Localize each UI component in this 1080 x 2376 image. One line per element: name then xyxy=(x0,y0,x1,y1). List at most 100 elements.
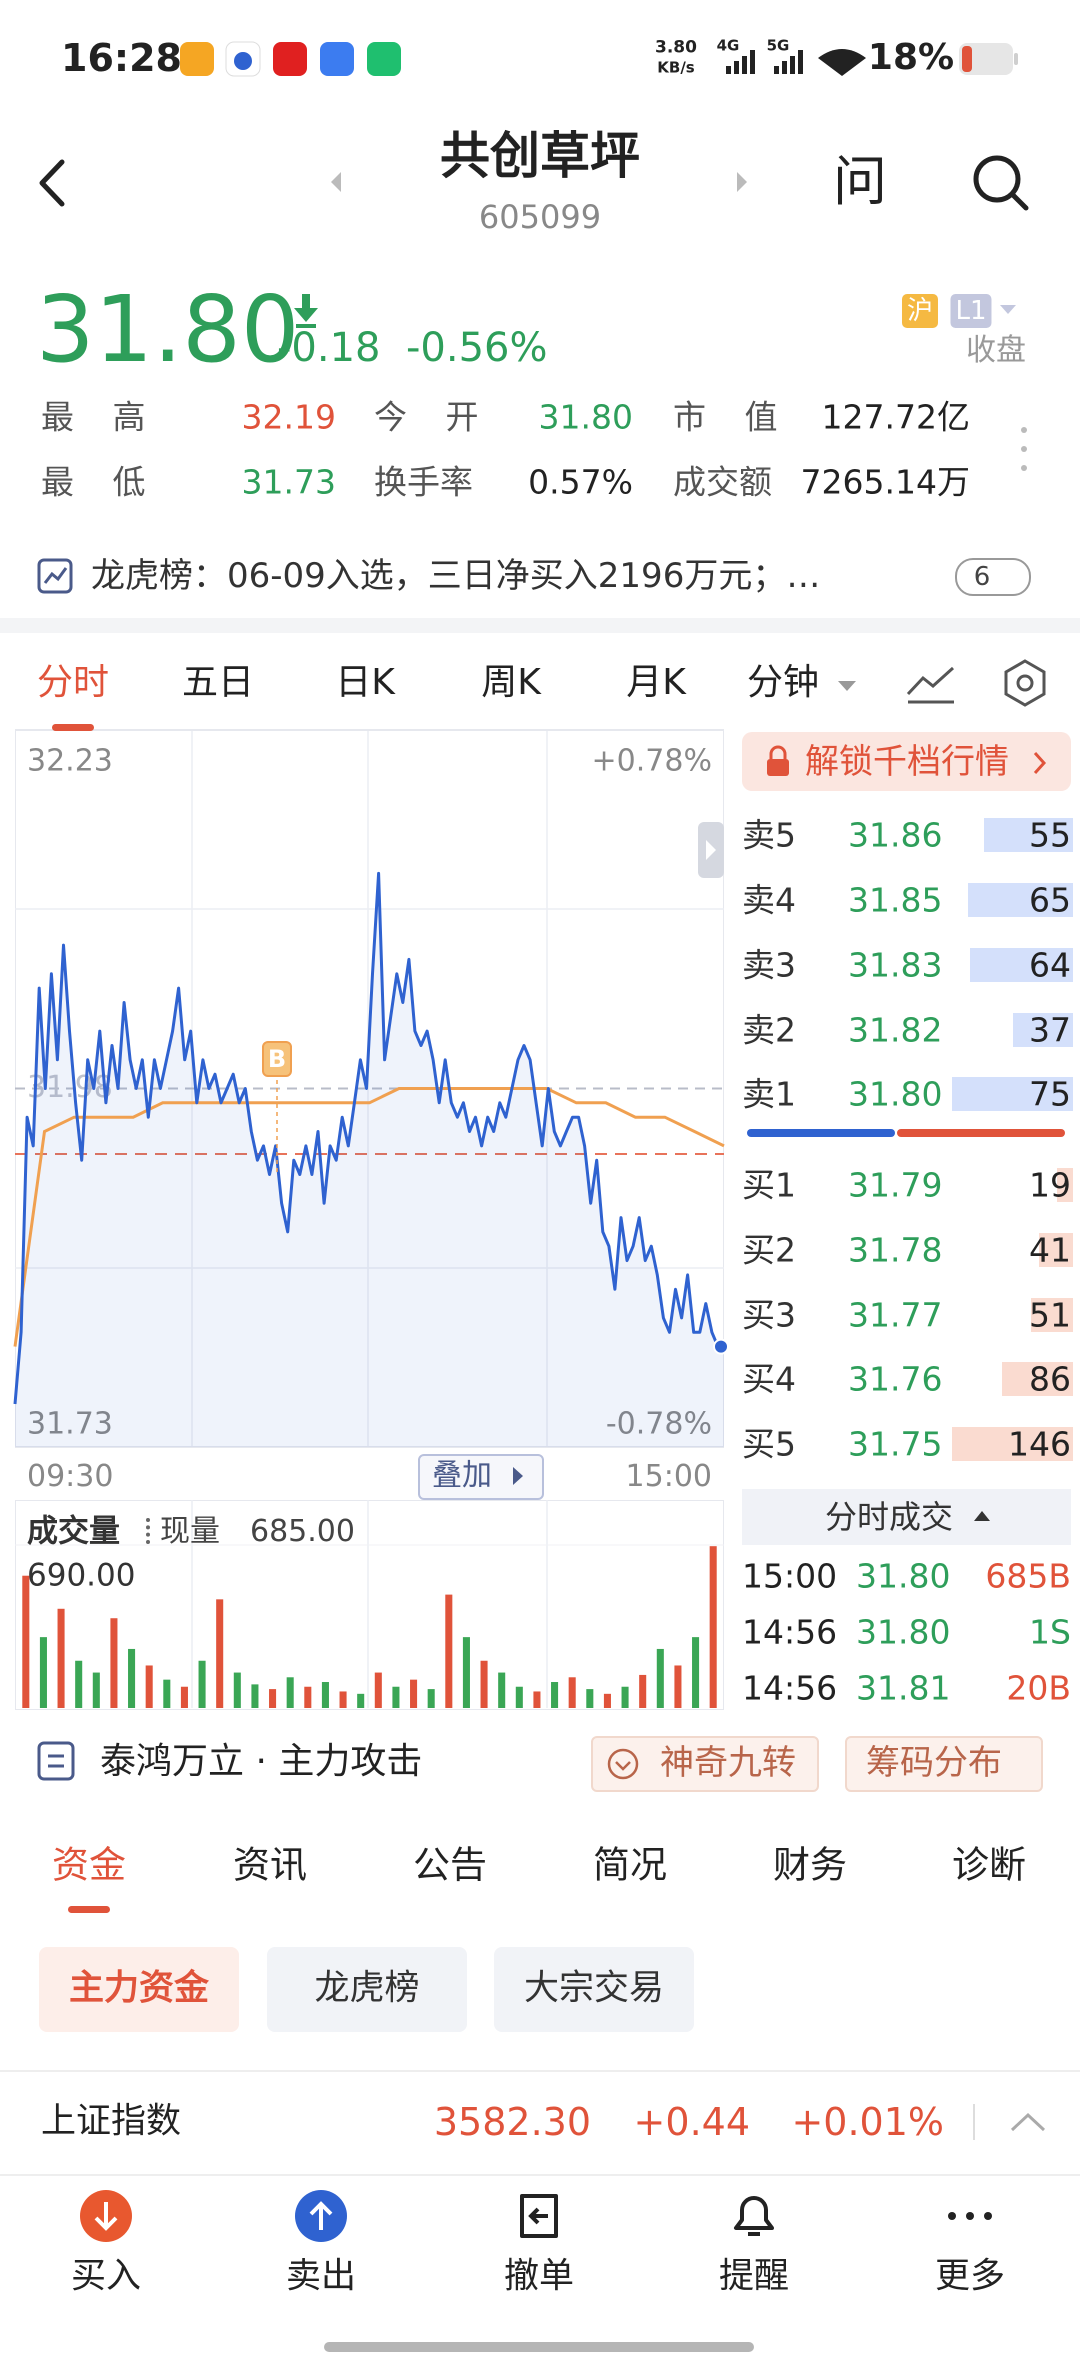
book-price: 31.76 xyxy=(848,1359,943,1399)
search-button[interactable] xyxy=(970,152,1032,214)
net-speed: 3.80 xyxy=(655,37,697,58)
strategy-button-label: 神奇九转 xyxy=(660,1743,796,1783)
volume-bar xyxy=(586,1689,594,1708)
trades-header[interactable] xyxy=(742,1489,1071,1545)
stock-name: 共创草坪 xyxy=(440,127,640,185)
info-tab[interactable]: 财务 xyxy=(773,1843,847,1887)
chart-tab[interactable]: 分时 xyxy=(36,662,110,703)
book-label: 买3 xyxy=(742,1295,796,1335)
book-label: 卖1 xyxy=(742,1074,796,1114)
info-tab[interactable]: 公告 xyxy=(413,1843,487,1887)
nav-label[interactable]: 卖出 xyxy=(285,2256,357,2297)
trade-volume: 20B xyxy=(1006,1668,1071,1708)
chart-tab[interactable]: 五日 xyxy=(181,662,255,703)
y-tick-label: 32.23 xyxy=(27,744,113,779)
volume-bar xyxy=(674,1665,682,1708)
price-area xyxy=(15,873,724,1447)
info-tab[interactable]: 诊断 xyxy=(952,1843,1026,1887)
depth-bar xyxy=(1039,1233,1073,1267)
book-volume: 86 xyxy=(1029,1359,1071,1399)
trades-title: 分时成交 xyxy=(824,1498,954,1536)
trade-volume: 1S xyxy=(1029,1612,1071,1652)
stat-label: 市 值 xyxy=(673,397,778,437)
last-price: 31.80 xyxy=(36,276,300,383)
nav-label[interactable]: 撤单 xyxy=(503,2256,575,2297)
trade-price: 31.81 xyxy=(856,1668,951,1708)
chart-tab[interactable]: 周K xyxy=(481,662,541,703)
lock-icon xyxy=(767,745,789,776)
unlock-chevron xyxy=(1033,751,1047,775)
y2-tick-label: -0.78% xyxy=(606,1407,712,1442)
volume-bar xyxy=(339,1691,347,1708)
volume-bar xyxy=(269,1689,277,1708)
book-volume: 65 xyxy=(1029,880,1071,920)
unlock-button[interactable] xyxy=(742,732,1071,791)
volume-bar xyxy=(57,1608,65,1708)
stat-value: 127.72亿 xyxy=(821,397,970,437)
book-price: 31.79 xyxy=(848,1165,943,1205)
x-tick-label: 09:30 xyxy=(27,1459,114,1494)
divider xyxy=(0,2174,1080,2176)
battery-text: 18% xyxy=(867,37,955,78)
info-tab[interactable]: 资金 xyxy=(52,1843,126,1887)
book-volume: 51 xyxy=(1029,1295,1071,1335)
nav-label[interactable]: 更多 xyxy=(934,2256,1006,2297)
trade-volume: 685B xyxy=(985,1556,1071,1596)
overlay-button[interactable] xyxy=(418,1454,544,1500)
y-tick-label: 31.98 xyxy=(27,1070,113,1105)
chart-tab[interactable]: 日K xyxy=(335,662,395,703)
book-price: 31.75 xyxy=(848,1424,943,1464)
prev-stock-arrow[interactable] xyxy=(328,170,344,194)
index-name: 上证指数 xyxy=(41,2101,182,2142)
level-dropdown[interactable] xyxy=(998,302,1018,318)
trade-price: 31.80 xyxy=(856,1612,951,1652)
index-value: 3582.30 xyxy=(433,2100,591,2144)
indicator-icon[interactable] xyxy=(905,660,957,706)
volume-bar xyxy=(321,1682,329,1708)
info-tab[interactable]: 资讯 xyxy=(233,1843,307,1887)
strategy-button[interactable] xyxy=(845,1736,1043,1792)
more-dots[interactable] xyxy=(1018,424,1030,474)
trade-time: 15:00 xyxy=(742,1556,838,1596)
back-button[interactable] xyxy=(32,158,72,208)
section-divider xyxy=(0,618,1080,633)
divider xyxy=(973,2104,975,2140)
index-collapse[interactable] xyxy=(1008,2110,1048,2134)
nav-label[interactable]: 买入 xyxy=(70,2256,142,2297)
volume-title: 成交量 xyxy=(27,1513,120,1550)
sub-tab[interactable] xyxy=(39,1947,239,2032)
volume-menu-dots xyxy=(146,1518,154,1544)
next-stock-arrow[interactable] xyxy=(734,170,750,194)
trade-time: 14:56 xyxy=(742,1612,838,1652)
ask-button[interactable]: 问 xyxy=(833,150,887,213)
level-badge[interactable]: L1 xyxy=(950,294,992,328)
sub-tab[interactable] xyxy=(494,1947,694,2032)
book-price: 31.82 xyxy=(848,1010,943,1050)
y2-tick-label: +0.78% xyxy=(592,744,712,779)
volume-bar xyxy=(145,1665,153,1708)
buy-marker xyxy=(262,1041,292,1077)
stat-value: 0.57% xyxy=(528,462,633,502)
book-price: 31.86 xyxy=(848,815,943,855)
settings-icon[interactable] xyxy=(1000,658,1050,708)
strategy-name[interactable]: 泰鸿万立 · 主力攻击 xyxy=(100,1741,423,1782)
chart-tab[interactable]: 月K xyxy=(626,662,686,703)
signal-label: 4G xyxy=(716,36,740,55)
depth-bar xyxy=(969,948,1073,982)
dragon-count-pill[interactable] xyxy=(955,558,1031,596)
chart-tab[interactable]: 分钟 xyxy=(746,662,820,703)
nav-label[interactable]: 提醒 xyxy=(718,2256,790,2297)
check-circle-icon xyxy=(607,1748,639,1780)
stat-label: 换手率 xyxy=(374,462,473,502)
nav-icons xyxy=(80,2190,992,2242)
dragon-text[interactable]: 龙虎榜：06-09入选，三日净买入2196万元；… xyxy=(91,556,821,596)
book-volume: 19 xyxy=(1029,1165,1071,1205)
volume-bar xyxy=(251,1684,259,1708)
stat-label: 今 开 xyxy=(374,397,479,437)
info-tab-underline xyxy=(68,1906,110,1913)
info-tab[interactable]: 简况 xyxy=(593,1843,667,1887)
book-volume: 55 xyxy=(1029,815,1071,855)
exchange-badge: 沪 xyxy=(901,294,939,328)
sub-tab[interactable] xyxy=(267,1947,467,2032)
volume-bar xyxy=(92,1672,100,1708)
